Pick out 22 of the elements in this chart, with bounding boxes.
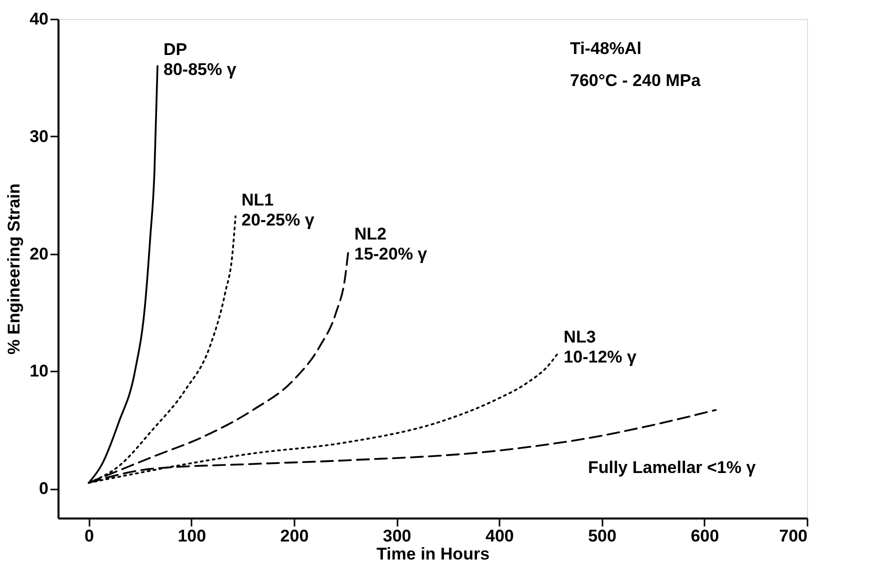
y-tick-label: 0 (39, 479, 48, 498)
y-tick-label: 40 (30, 10, 48, 28)
annotation: 760°C - 240 MPa (570, 71, 702, 90)
y-tick-label: 10 (30, 362, 48, 381)
y-tick-label: 20 (30, 244, 48, 264)
annotation: Ti-48%Al (570, 39, 642, 58)
x-tick-label: 700 (779, 526, 808, 546)
x-tick-label: 100 (178, 526, 206, 546)
x-tick-label: 400 (486, 526, 514, 546)
x-tick-label: 300 (382, 526, 412, 546)
series-label: DP 80-85% γ (164, 40, 237, 79)
x-tick-label: 200 (280, 526, 309, 546)
x-tick-label: 600 (690, 526, 720, 546)
series-label: NL2 15-20% γ (354, 224, 428, 264)
series-label: NL1 20-25% γ (242, 190, 315, 230)
y-tick-label: 30 (30, 126, 48, 146)
y-axis-title: % Engineering Strain (4, 184, 24, 354)
series-label: NL3 10-12% γ (564, 328, 637, 367)
x-axis-title: Time in Hours (376, 544, 490, 564)
x-tick-label: 0 (84, 526, 94, 546)
series-label: Fully Lamellar <1% γ (588, 458, 756, 477)
x-tick-label: 500 (588, 526, 616, 546)
